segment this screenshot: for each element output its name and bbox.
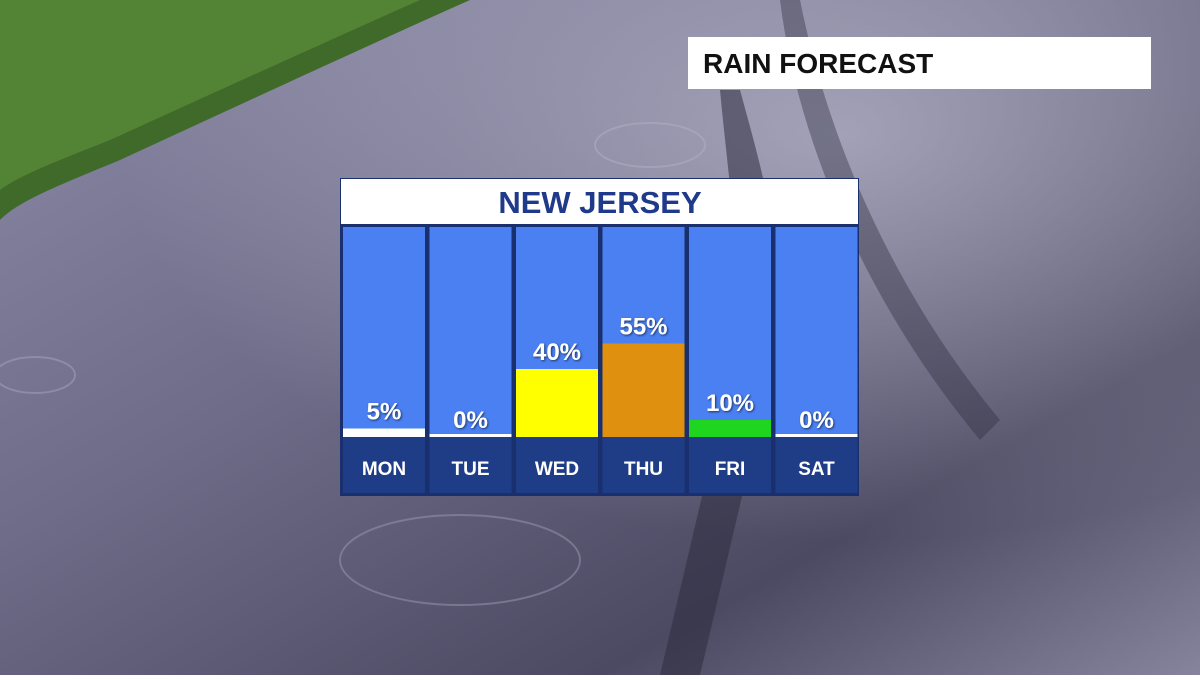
day-strip	[429, 437, 512, 493]
column	[429, 227, 512, 437]
value-label: 5%	[367, 399, 402, 426]
value-label: 0%	[453, 407, 488, 434]
grass	[0, 0, 420, 190]
header-title: RAIN FORECAST	[703, 48, 933, 79]
x-tick-label: TUE	[452, 459, 490, 480]
day-strip	[516, 437, 598, 493]
day-strip	[775, 437, 858, 493]
bar	[516, 369, 598, 437]
baseline	[775, 434, 858, 437]
chart-title: NEW JERSEY	[498, 185, 702, 220]
day-strip	[602, 437, 685, 493]
x-tick-label: WED	[535, 459, 579, 480]
bar	[602, 343, 685, 437]
column	[775, 227, 858, 437]
ripple	[339, 514, 581, 606]
bar	[343, 428, 425, 437]
value-label: 55%	[619, 314, 667, 341]
x-tick-label: MON	[362, 459, 406, 480]
x-tick-label: FRI	[715, 459, 746, 480]
ripple	[0, 356, 76, 394]
day-strip	[343, 437, 425, 493]
baseline	[429, 434, 512, 437]
x-tick-label: SAT	[798, 459, 835, 480]
bar	[689, 420, 771, 437]
header-box	[688, 37, 1151, 89]
value-label: 10%	[706, 390, 754, 417]
column	[343, 227, 425, 437]
x-tick-label: THU	[624, 459, 663, 480]
value-label: 40%	[533, 339, 581, 366]
panel	[340, 178, 859, 496]
day-strip	[689, 437, 771, 493]
column	[689, 227, 771, 437]
title-strip	[341, 179, 858, 224]
ripple	[594, 122, 706, 168]
value-label: 0%	[799, 407, 834, 434]
